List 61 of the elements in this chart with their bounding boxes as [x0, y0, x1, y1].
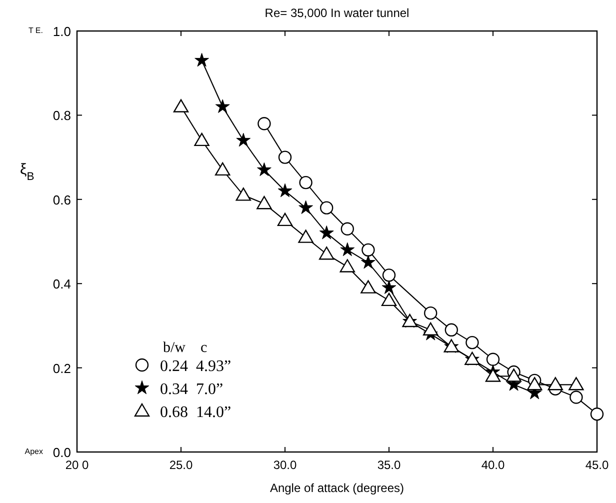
point	[256, 196, 272, 210]
point	[256, 162, 272, 176]
point	[258, 117, 271, 130]
point	[568, 377, 584, 390]
x-tick-label: 35.0	[377, 458, 401, 472]
x-tick-label: 20 0	[65, 458, 89, 472]
x-axis-title: Angle of attack (degrees)	[270, 481, 404, 495]
point	[590, 408, 604, 421]
point	[320, 201, 334, 214]
point	[340, 242, 355, 256]
point	[486, 352, 500, 366]
x-tick-label: 40.0	[481, 458, 505, 472]
x-tick-label: 30.0	[273, 458, 297, 472]
point	[236, 132, 251, 147]
text: Apex	[24, 447, 43, 456]
legend-label: 0.34 7.0”	[160, 381, 224, 398]
point	[215, 162, 230, 176]
y-tick-label: 1.0	[52, 24, 71, 39]
point	[360, 280, 376, 294]
point	[277, 212, 293, 226]
point	[423, 322, 438, 336]
point	[382, 280, 396, 294]
point	[340, 259, 355, 272]
point	[362, 243, 375, 257]
point	[381, 292, 397, 306]
y-tick-label: 0.4	[52, 276, 71, 292]
point	[382, 268, 396, 282]
legend-label: 0.68 14.0”	[160, 404, 232, 421]
point	[194, 132, 210, 146]
legend-label: 0.24 4.93”	[160, 358, 232, 375]
point	[278, 150, 292, 164]
point	[319, 246, 334, 260]
point	[444, 323, 458, 337]
point	[299, 176, 312, 190]
point	[236, 188, 251, 201]
point	[570, 390, 583, 404]
point	[527, 377, 542, 390]
point	[215, 99, 230, 113]
point	[173, 99, 189, 112]
text: T E.	[28, 26, 43, 35]
y-axis-title: ξ$_{B}$	[20, 161, 34, 184]
y-tick-label: 0.8	[52, 108, 71, 124]
point	[278, 183, 292, 198]
point	[548, 377, 563, 390]
y-tick-label: 0.0	[52, 445, 71, 460]
point	[340, 222, 354, 236]
x-tick-label: 45.0	[585, 458, 609, 472]
y-tick-label: 0.2	[52, 360, 71, 376]
point	[466, 336, 479, 350]
y-tick-label: 0.6	[52, 192, 71, 208]
point	[319, 226, 334, 240]
x-tick-label: 25.0	[169, 458, 193, 472]
point	[485, 368, 501, 382]
point	[360, 254, 376, 269]
legend-title: b/w c	[163, 340, 208, 356]
point	[194, 52, 210, 67]
chart-title: Re= 35,000 In water tunnel	[264, 6, 410, 20]
point	[506, 368, 522, 382]
point	[298, 230, 314, 243]
point	[424, 306, 438, 320]
point	[298, 200, 314, 214]
